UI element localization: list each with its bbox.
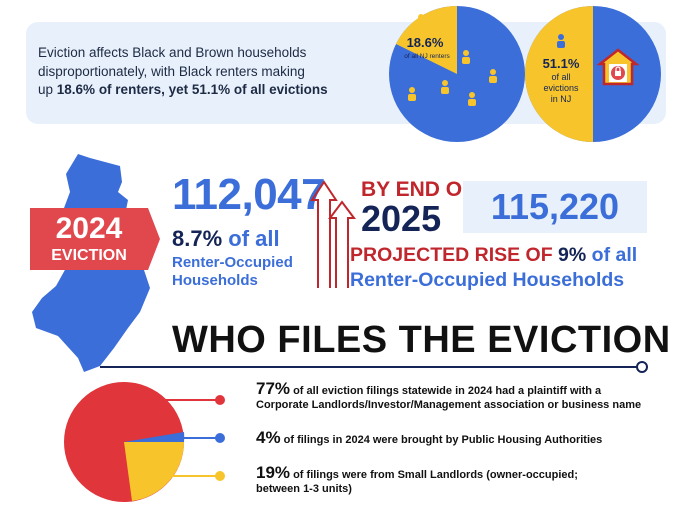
heading-divider [100,366,640,368]
person-icon [489,69,497,83]
divider-end-dot [636,361,648,373]
by-end-of-label: BY END OF [361,178,475,201]
person-icon [408,87,416,101]
who-files-heading: WHO FILES THE EVICTION [172,319,671,361]
person-icon [462,50,470,64]
svg-text:evictions: evictions [543,83,579,93]
projected-count-box: 115,220 [463,181,647,233]
rise-arrows-icon [310,180,356,288]
renters-pie: 18.6% of all NJ renters [389,6,525,142]
filer-item-small-landlords: 19% of filings were from Small Landlords… [256,463,578,495]
eviction-count-2024: 112,047 [172,170,326,219]
evictions-pie-slice [525,6,593,142]
renters-pie-slice [396,6,457,74]
eviction-2024-badge: 2024 EVICTION [30,208,148,270]
evictions-pie: 51.1% of all evictions in NJ [525,6,661,142]
eviction-pct-2024: 8.7% of all [172,226,280,251]
badge-arrow [148,208,160,270]
person-icons [408,14,497,106]
filer-item-public-housing: 4% of filings in 2024 were brought by Pu… [256,428,603,447]
leader-dot-corporate [215,395,225,405]
filers-pie [64,382,225,502]
projection-year: 2025 [361,198,442,239]
person-icon [441,80,449,94]
leader-dot-small [215,471,225,481]
svg-text:of all: of all [551,72,570,82]
projected-rise: PROJECTED RISE OF 9% of all [350,244,638,266]
renters-pie-label: of all NJ renters [404,53,450,60]
intro-text: Eviction affects Black and Brown househo… [38,45,328,97]
leader-dot-public [215,433,225,443]
person-icon [468,92,476,106]
svg-text:in NJ: in NJ [551,94,572,104]
person-icon [417,14,425,28]
evictions-pie-value: 51.1% [543,56,580,71]
filers-pie-public-housing [124,432,185,442]
filers-pie-small-landlords [124,442,184,501]
renter-households-label: Renter-Occupied Households [172,254,293,289]
projected-count: 115,220 [490,186,620,227]
filer-item-corporate: 77% of all eviction filings statewide in… [256,379,642,411]
renters-pie-value: 18.6% [407,35,444,50]
house-lock-icon [596,48,640,86]
projected-rise-line2: Renter-Occupied Households [350,269,625,291]
person-icon [557,34,565,48]
